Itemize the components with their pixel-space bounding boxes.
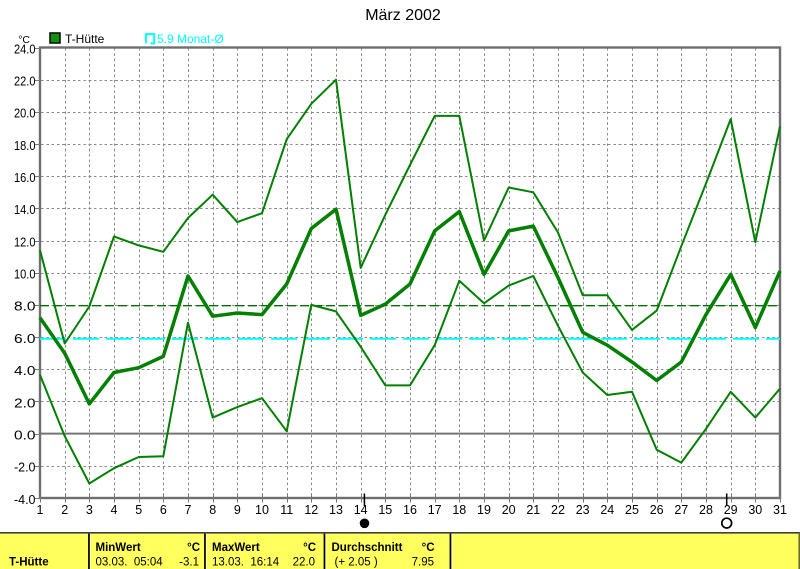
svg-text:0.0: 0.0 bbox=[14, 427, 36, 442]
svg-text:25: 25 bbox=[625, 503, 639, 517]
svg-text:22.0: 22.0 bbox=[14, 74, 36, 89]
svg-text:-2.0: -2.0 bbox=[14, 460, 36, 475]
svg-text:7.95: 7.95 bbox=[412, 557, 434, 569]
svg-text:März 2002: März 2002 bbox=[365, 7, 441, 24]
svg-text:4.0: 4.0 bbox=[14, 363, 36, 378]
svg-text:4: 4 bbox=[111, 503, 118, 517]
svg-text:(+ 2.05 ): (+ 2.05 ) bbox=[335, 557, 378, 569]
svg-text:14.0: 14.0 bbox=[14, 202, 36, 217]
svg-text:6.0: 6.0 bbox=[14, 331, 36, 346]
svg-text:9: 9 bbox=[234, 503, 241, 517]
svg-text:03.03. 05:04: 03.03. 05:04 bbox=[96, 557, 164, 569]
svg-text:15: 15 bbox=[378, 503, 392, 517]
svg-text:T-Hütte: T-Hütte bbox=[9, 557, 49, 569]
svg-text:T-Hütte: T-Hütte bbox=[65, 32, 105, 46]
svg-text:MinWert: MinWert bbox=[96, 542, 141, 554]
svg-text:19: 19 bbox=[477, 503, 491, 517]
svg-text:16.0: 16.0 bbox=[14, 170, 36, 185]
svg-text:°C: °C bbox=[187, 542, 200, 554]
svg-text:°C: °C bbox=[422, 542, 435, 554]
svg-text:6: 6 bbox=[160, 503, 167, 517]
svg-text:Durchschnitt: Durchschnitt bbox=[332, 542, 403, 554]
svg-text:14: 14 bbox=[354, 503, 368, 517]
svg-text:12: 12 bbox=[304, 503, 318, 517]
svg-text:17: 17 bbox=[428, 503, 442, 517]
svg-text:23: 23 bbox=[576, 503, 590, 517]
svg-text:-4.0: -4.0 bbox=[14, 492, 36, 507]
svg-text:20: 20 bbox=[502, 503, 516, 517]
svg-text:5.9 Monat-Ø: 5.9 Monat-Ø bbox=[157, 32, 224, 46]
svg-text:7: 7 bbox=[185, 503, 192, 517]
svg-text:11: 11 bbox=[280, 503, 293, 517]
svg-text:28: 28 bbox=[699, 503, 713, 517]
svg-text:18: 18 bbox=[452, 503, 466, 517]
svg-text:31: 31 bbox=[773, 503, 787, 517]
svg-text:21: 21 bbox=[526, 503, 540, 517]
svg-text:8: 8 bbox=[209, 503, 216, 517]
svg-text:29: 29 bbox=[724, 503, 738, 517]
svg-text:18.0: 18.0 bbox=[14, 138, 36, 153]
svg-text:12.0: 12.0 bbox=[14, 234, 36, 249]
svg-text:MaxWert: MaxWert bbox=[212, 542, 260, 554]
svg-text:2.0: 2.0 bbox=[14, 395, 36, 410]
svg-text:22: 22 bbox=[551, 503, 565, 517]
svg-text:°C: °C bbox=[303, 542, 316, 554]
svg-text:22.0: 22.0 bbox=[293, 557, 315, 569]
svg-text:3: 3 bbox=[86, 503, 93, 517]
svg-text:30: 30 bbox=[748, 503, 762, 517]
svg-text:24.0: 24.0 bbox=[14, 41, 36, 56]
svg-text:16: 16 bbox=[403, 503, 417, 517]
svg-text:13.03. 16:14: 13.03. 16:14 bbox=[212, 557, 280, 569]
svg-text:24: 24 bbox=[600, 503, 614, 517]
svg-text:1: 1 bbox=[37, 503, 44, 517]
svg-text:20.0: 20.0 bbox=[14, 106, 36, 121]
svg-text:8.0: 8.0 bbox=[14, 299, 36, 314]
svg-text:13: 13 bbox=[329, 503, 343, 517]
svg-text:2: 2 bbox=[61, 503, 68, 517]
svg-text:10.0: 10.0 bbox=[14, 267, 36, 282]
svg-text:27: 27 bbox=[674, 503, 688, 517]
svg-text:10: 10 bbox=[255, 503, 269, 517]
svg-text:°C: °C bbox=[18, 34, 30, 46]
svg-text:-3.1: -3.1 bbox=[179, 557, 199, 569]
svg-text:5: 5 bbox=[135, 503, 142, 517]
svg-text:26: 26 bbox=[650, 503, 664, 517]
